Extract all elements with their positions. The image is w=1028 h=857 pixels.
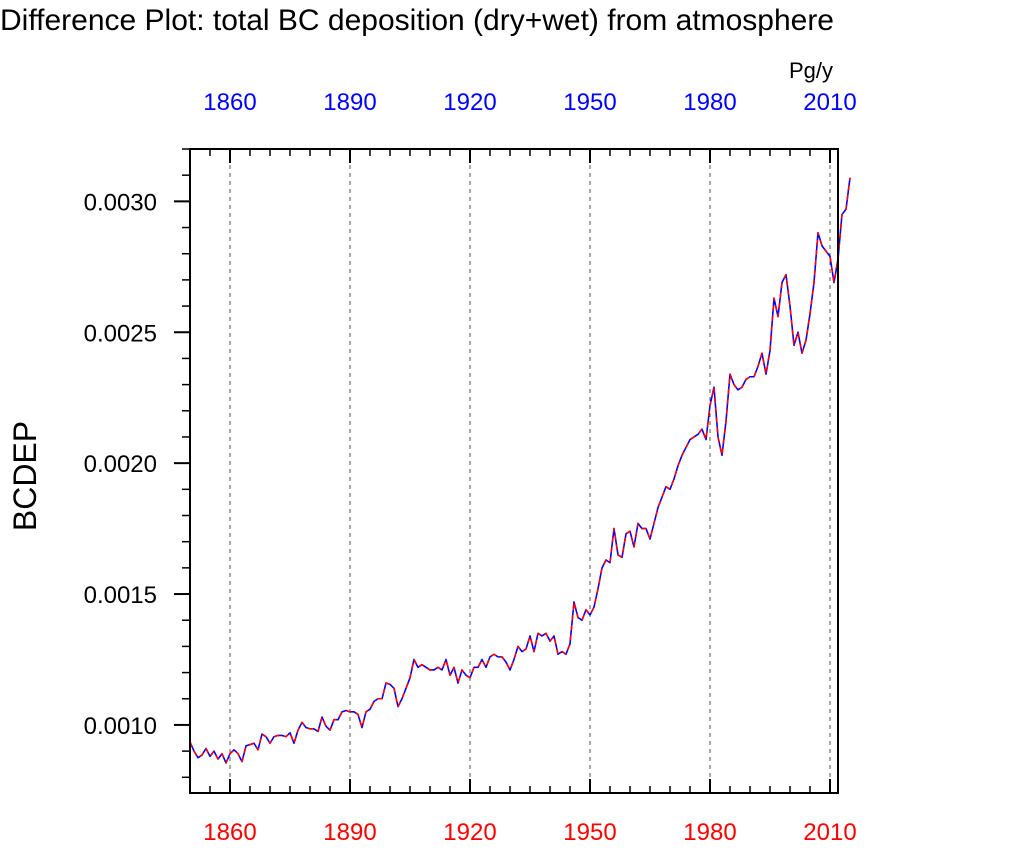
x-tick-label-top: 1980 (683, 89, 736, 116)
x-tick-label-top: 1890 (323, 89, 376, 116)
x-tick-label-top: 1920 (443, 89, 496, 116)
x-tick-label-bottom: 1980 (683, 819, 736, 846)
chart-title: Difference Plot: total BC deposition (dr… (0, 4, 834, 37)
x-tick-label-bottom: 1920 (443, 819, 496, 846)
y-tick-label: 0.0025 (84, 320, 157, 347)
y-tick-label: 0.0015 (84, 582, 157, 609)
plot-frame (189, 148, 839, 794)
x-tick-label-bottom: 1950 (563, 819, 616, 846)
line-series-b (189, 177, 851, 764)
units-label: Pg/y (789, 58, 833, 83)
x-tick-label-top: 1950 (563, 89, 616, 116)
series-lines (189, 177, 851, 764)
x-tick-label-bottom: 1860 (203, 819, 256, 846)
grid-lines (229, 149, 831, 793)
x-tick-label-top: 1860 (203, 89, 256, 116)
x-tick-label-bottom: 2010 (803, 819, 856, 846)
x-tick-label-top: 2010 (803, 89, 856, 116)
y-tick-label: 0.0030 (84, 189, 157, 216)
y-axis-label: BCDEP (7, 421, 43, 531)
line-series-a (189, 177, 851, 764)
y-tick-label: 0.0020 (84, 451, 157, 478)
y-tick-label: 0.0010 (84, 713, 157, 740)
tick-labels: 1860 1890 1920 1950 1980 2010 1860 1890 1920 1950… (84, 89, 857, 846)
minor-ticks (182, 148, 811, 793)
major-ticks (174, 149, 831, 793)
x-tick-label-bottom: 1890 (323, 819, 376, 846)
